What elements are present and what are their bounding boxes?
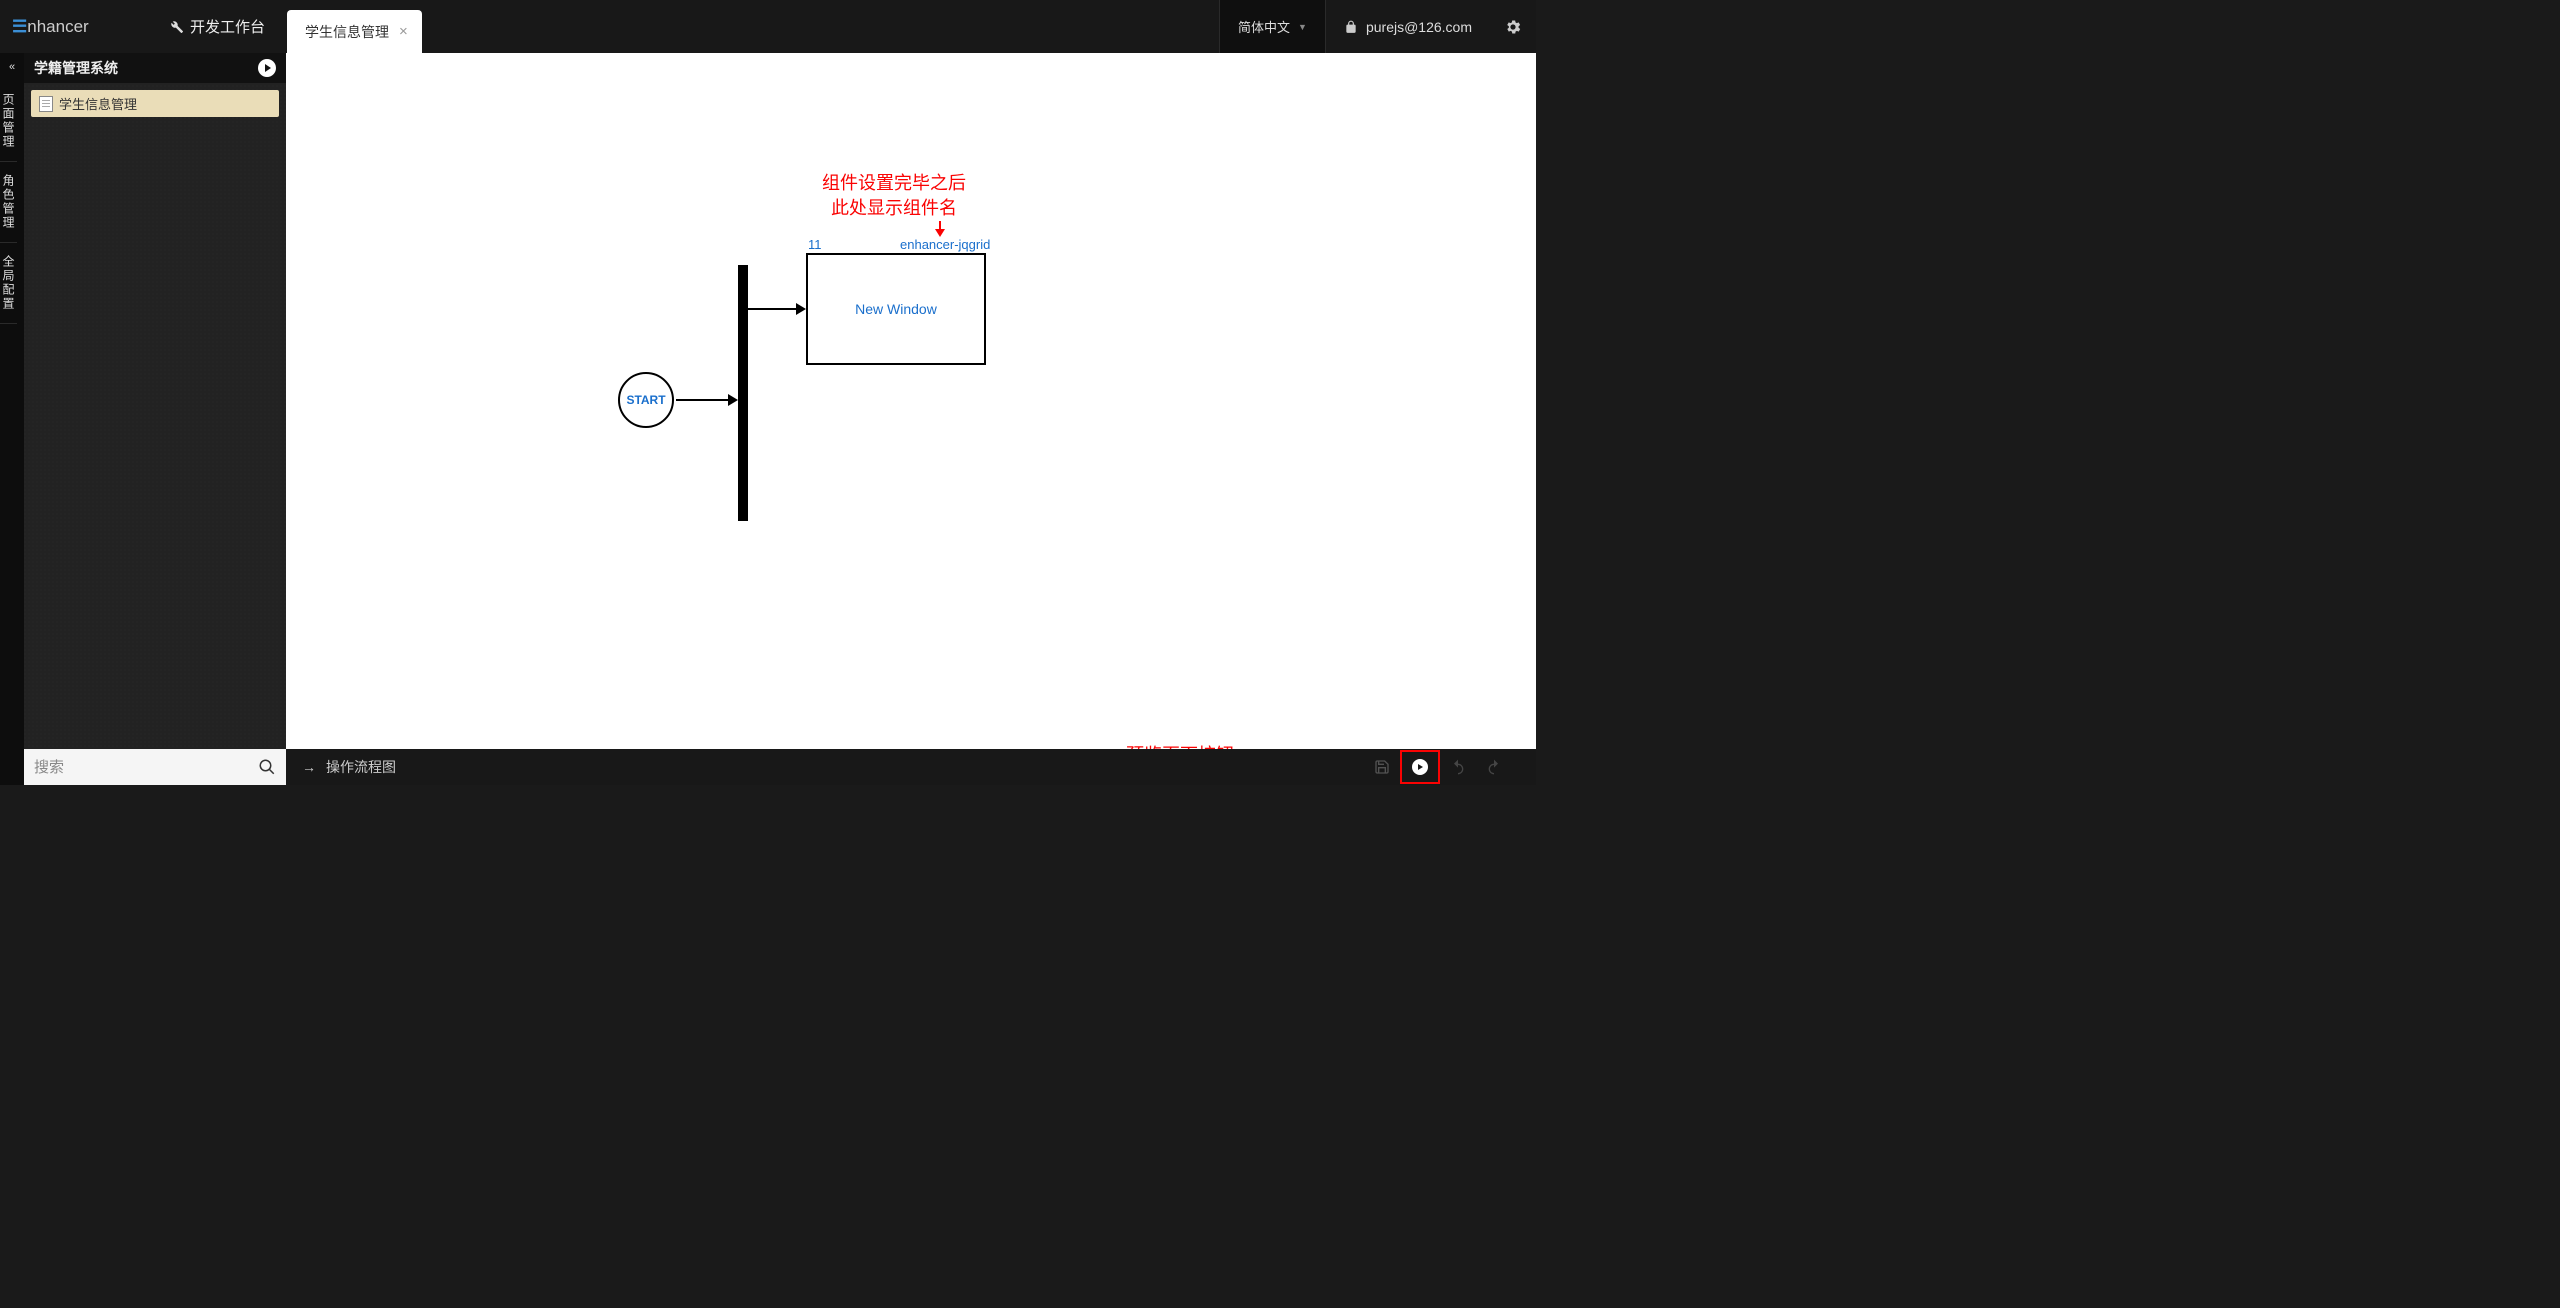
rail-label: 页面管理	[0, 93, 17, 149]
side-rail: « 页面管理 角色管理 全局配置	[0, 53, 24, 785]
flow-arrow-start	[676, 399, 736, 401]
gear-icon	[1504, 18, 1522, 36]
rail-item-role-manage[interactable]: 角色管理	[0, 162, 17, 243]
bottom-toolbar	[1364, 750, 1536, 784]
language-label: 简体中文	[1238, 17, 1290, 36]
search-icon[interactable]	[258, 758, 276, 776]
undo-button[interactable]	[1440, 752, 1476, 782]
sidebar-play-button[interactable]	[258, 59, 276, 77]
flow-panel-label: 操作流程图	[326, 757, 396, 777]
rail-item-page-manage[interactable]: 页面管理	[0, 81, 17, 162]
flow-canvas[interactable]: 组件设置完毕之后 此处显示组件名 11 enhancer-jqgrid New …	[286, 53, 1536, 749]
active-tab[interactable]: 学生信息管理 ×	[287, 10, 422, 53]
flow-panel-toggle[interactable]: → 操作流程图	[286, 757, 412, 777]
node-type-label: enhancer-jqgrid	[900, 237, 990, 252]
start-node[interactable]: START	[618, 372, 674, 428]
tree-item-student-info[interactable]: 学生信息管理	[31, 90, 279, 117]
window-node[interactable]: New Window	[806, 253, 986, 365]
collapse-rail-button[interactable]: «	[0, 53, 24, 81]
top-bar: ☰ nhancer 开发工作台 学生信息管理 × 简体中文 ▼ purejs@1…	[0, 0, 1536, 53]
logo-mark-icon: ☰	[12, 17, 25, 37]
wrench-icon	[170, 20, 184, 34]
logo-text: nhancer	[27, 17, 88, 37]
settings-button[interactable]	[1490, 0, 1536, 53]
active-tab-label: 学生信息管理	[305, 22, 389, 42]
start-node-label: START	[626, 393, 665, 407]
rail-label: 角色管理	[0, 174, 17, 230]
annotation-arrow-icon	[934, 221, 946, 237]
search-input[interactable]	[34, 759, 258, 776]
save-icon	[1374, 759, 1390, 775]
node-id-label: 11	[808, 237, 822, 252]
flow-diagram: 组件设置完毕之后 此处显示组件名 11 enhancer-jqgrid New …	[286, 53, 1536, 749]
workbench-label: 开发工作台	[190, 16, 265, 37]
sidebar-search	[24, 749, 286, 785]
tree-item-label: 学生信息管理	[59, 94, 137, 113]
annotation-component-name: 组件设置完毕之后 此处显示组件名	[822, 171, 966, 221]
flow-arrow-to-window	[748, 308, 804, 310]
user-email: purejs@126.com	[1366, 19, 1472, 35]
redo-icon	[1486, 759, 1502, 775]
play-icon	[1412, 759, 1428, 775]
workbench-tab[interactable]: 开发工作台	[148, 0, 287, 53]
arrow-right-icon: →	[302, 759, 316, 775]
rail-label: 全局配置	[0, 255, 17, 311]
preview-button[interactable]	[1400, 750, 1440, 784]
app-logo: ☰ nhancer	[0, 0, 148, 53]
close-tab-icon[interactable]: ×	[399, 23, 408, 40]
lock-icon	[1344, 20, 1358, 34]
sidebar-header: 学籍管理系统	[24, 53, 286, 83]
undo-icon	[1450, 759, 1466, 775]
flow-vertical-bar	[738, 265, 748, 521]
user-menu[interactable]: purejs@126.com	[1326, 0, 1490, 53]
sidebar: 学籍管理系统 学生信息管理	[24, 53, 286, 785]
redo-button[interactable]	[1476, 752, 1512, 782]
language-selector[interactable]: 简体中文 ▼	[1219, 0, 1326, 53]
project-title: 学籍管理系统	[34, 58, 118, 78]
rail-item-global-config[interactable]: 全局配置	[0, 243, 17, 324]
window-node-label: New Window	[855, 301, 937, 317]
bottom-bar: → 操作流程图	[286, 749, 1536, 785]
chevron-down-icon: ▼	[1298, 22, 1307, 32]
save-button[interactable]	[1364, 752, 1400, 782]
document-icon	[39, 96, 53, 112]
